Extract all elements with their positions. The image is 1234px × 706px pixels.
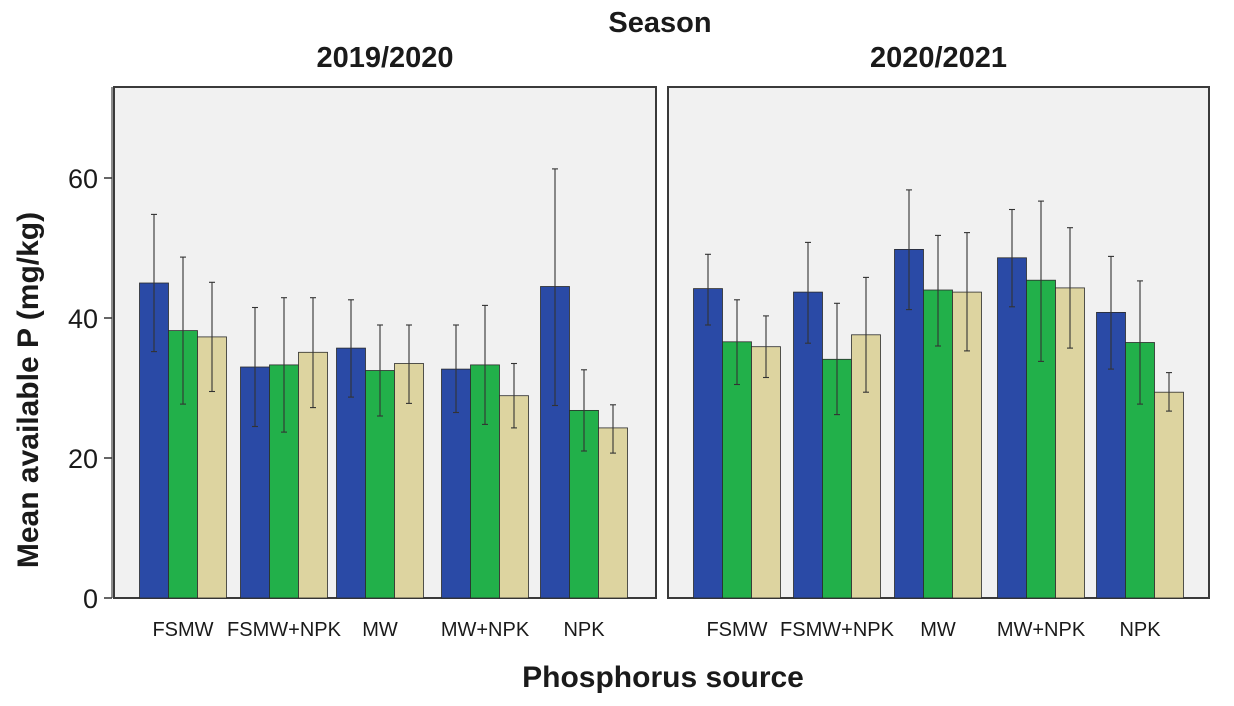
chart-title: Season (608, 7, 711, 39)
panel-title: 2019/2020 (316, 42, 453, 74)
category-label: FSMW+NPK (227, 619, 342, 641)
y-tick-label: 40 (68, 304, 98, 334)
y-tick-label: 0 (83, 584, 98, 614)
bar (499, 395, 529, 599)
category-label: FSMW (706, 619, 767, 641)
category-label: MW+NPK (441, 619, 530, 641)
category-label: FSMW+NPK (780, 619, 895, 641)
panel-1: 2019/2020 FSMW FSMW+NPK MW MW+NPK NPK (113, 42, 657, 641)
category-label: MW (362, 619, 398, 641)
bar (139, 282, 169, 599)
bar (1154, 391, 1184, 599)
category-label: FSMW (152, 619, 213, 641)
bar (598, 427, 628, 599)
y-tick-label: 60 (68, 164, 98, 194)
category-label: NPK (1119, 619, 1161, 641)
category-label: MW (920, 619, 956, 641)
y-tick-label: 20 (68, 444, 98, 474)
y-axis-label: Mean available P (mg/kg) (12, 212, 45, 568)
panel-2: 2020/2021 FSMW FSMW+NPK MW MW+NPK NPK (667, 42, 1210, 641)
bar (693, 288, 723, 599)
bar (751, 346, 781, 599)
panel-title: 2020/2021 (870, 42, 1007, 74)
bar (997, 257, 1027, 599)
x-axis-label: Phosphorus source (522, 661, 804, 694)
category-label: NPK (563, 619, 605, 641)
category-label: MW+NPK (997, 619, 1086, 641)
